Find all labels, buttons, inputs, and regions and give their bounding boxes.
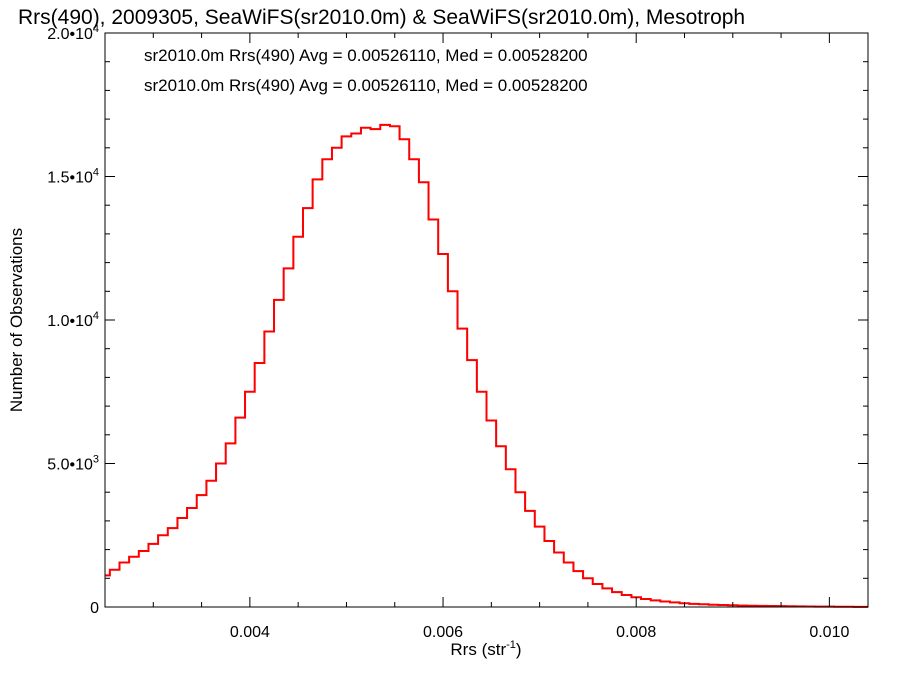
x-tick-label: 0.004 xyxy=(230,624,270,641)
x-tick-label: 0.010 xyxy=(809,624,849,641)
series-layer xyxy=(105,123,868,608)
series-line-1 xyxy=(105,123,868,608)
y-tick-label: 1.5•104 xyxy=(47,167,99,187)
y-tick-label: 2.0•104 xyxy=(47,23,99,43)
x-tick-label: 0.008 xyxy=(616,624,656,641)
y-tick-label: 1.0•104 xyxy=(47,310,99,330)
x-axis-label-close: ) xyxy=(516,640,522,659)
x-axis-label-sup: -1 xyxy=(506,639,516,651)
y-axis-ticks: 0 5.0•103 1.0•104 1.5•104 2.0•104 xyxy=(47,23,868,617)
annotation-black: sr2010.0m Rrs(490) Avg = 0.00526110, Med… xyxy=(144,46,588,65)
y-tick-label: 5.0•103 xyxy=(47,454,99,474)
y-tick-label: 0 xyxy=(90,600,99,617)
series-line-0 xyxy=(105,124,868,608)
x-tick-label: 0.006 xyxy=(423,624,463,641)
x-axis-label: Rrs (str-1) xyxy=(450,639,521,659)
x-axis-label-text: Rrs (str xyxy=(450,640,506,659)
plot-frame xyxy=(104,32,869,608)
annotation-red: sr2010.0m Rrs(490) Avg = 0.00526110, Med… xyxy=(144,76,588,95)
chart-title: Rrs(490), 2009305, SeaWiFS(sr2010.0m) & … xyxy=(18,6,745,29)
x-axis-ticks: 0.004 0.006 0.008 0.010 xyxy=(104,33,849,641)
y-axis-label: Number of Observations xyxy=(7,228,26,412)
